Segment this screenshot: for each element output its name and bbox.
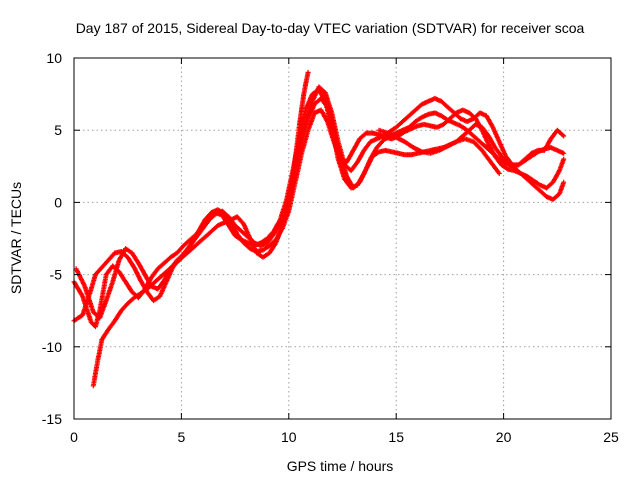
chart-title: Day 187 of 2015, Sidereal Day-to-day VTE… — [76, 20, 585, 36]
series-track-6 — [376, 127, 502, 176]
x-tick-label: 25 — [603, 429, 619, 445]
x-tick-label: 5 — [178, 429, 186, 445]
y-tick-label: -5 — [50, 267, 63, 283]
series-track-3 — [90, 95, 567, 389]
series-plus-markers — [286, 69, 311, 205]
y-tick-label: 10 — [46, 50, 62, 66]
axes — [73, 57, 612, 420]
plot-frame — [73, 57, 612, 420]
grid-lines — [74, 58, 611, 419]
y-axis-label: SDTVAR / TECUs — [8, 182, 24, 294]
x-tick-label: 10 — [281, 429, 297, 445]
y-tick-label: -15 — [42, 411, 62, 427]
x-axis-label: GPS time / hours — [287, 458, 394, 474]
y-tick-label: -10 — [42, 339, 62, 355]
x-axis-ticks: 0 5 10 15 20 25 — [70, 58, 619, 445]
series-plus-markers — [376, 127, 502, 176]
y-tick-label: 0 — [54, 194, 62, 210]
series-plus-markers — [90, 95, 567, 389]
x-tick-label: 20 — [496, 429, 512, 445]
x-tick-label: 15 — [388, 429, 404, 445]
y-axis-ticks: -15 -10 -5 0 5 10 — [42, 50, 611, 427]
y-tick-label: 5 — [54, 122, 62, 138]
series-track-5 — [286, 69, 311, 205]
x-tick-label: 0 — [70, 429, 78, 445]
data-series — [71, 69, 567, 389]
